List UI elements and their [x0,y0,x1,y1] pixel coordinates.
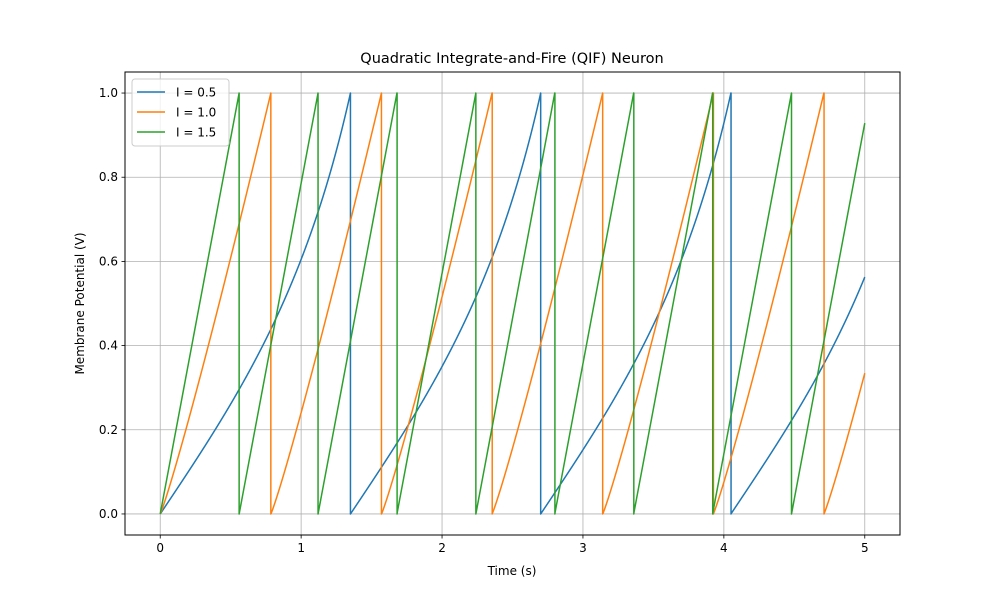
series-line [159,92,866,515]
x-axis-label: Time (s) [487,564,537,578]
plot-frame [124,71,901,536]
axis-ticks: 0 1 2 3 4 5 0.0 0.2 0.4 0.6 0.8 1.0 [99,86,869,555]
legend: I = 0.5 I = 1.0 I = 1.5 [131,78,230,147]
y-tick-label: 0.8 [99,170,118,184]
x-tick-label: 4 [720,541,728,555]
x-tick-label: 0 [156,541,164,555]
chart-title: Quadratic Integrate-and-Fire (QIF) Neuro… [360,51,663,67]
series-lines [159,92,866,515]
y-tick-label: 0.6 [99,254,118,268]
y-tick-label: 1.0 [99,86,118,100]
y-tick-label: 0.4 [99,339,118,353]
y-tick-label: 0.0 [99,507,118,521]
x-tick-label: 1 [297,541,305,555]
legend-box [131,78,230,147]
legend-label: I = 1.5 [176,126,216,140]
x-tick-label: 3 [579,541,587,555]
x-tick-label: 5 [861,541,869,555]
x-tick-label: 2 [438,541,446,555]
legend-label: I = 0.5 [176,86,216,100]
y-tick-label: 0.2 [99,423,118,437]
y-axis-label: Membrane Potential (V) [73,232,87,374]
series-line [159,92,866,515]
series-line [159,92,866,515]
legend-label: I = 1.0 [176,106,216,120]
